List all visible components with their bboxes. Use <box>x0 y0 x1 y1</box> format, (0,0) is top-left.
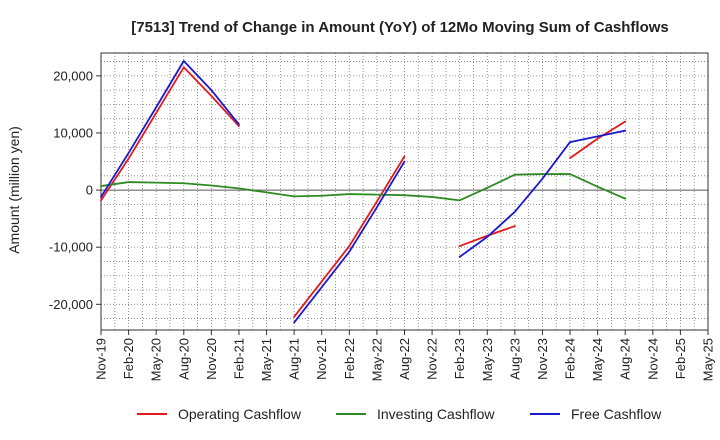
x-tick-label: Nov-19 <box>94 338 109 380</box>
legend: Operating Cashflow Investing Cashflow Free… <box>137 406 662 422</box>
series-line-free-cashflow <box>100 60 627 324</box>
x-tick-label: Nov-21 <box>314 338 329 380</box>
x-tick-label: Nov-24 <box>645 338 660 380</box>
x-tick-label: Feb-22 <box>342 338 357 379</box>
x-tick-label: May-25 <box>701 338 716 381</box>
x-tick-label: May-23 <box>480 338 495 381</box>
series-line-investing-cashflow <box>100 173 627 202</box>
y-axis-label: Amount (million yen) <box>6 126 22 254</box>
x-tick-label: Feb-20 <box>121 338 136 379</box>
chart-title: [7513] Trend of Change in Amount (YoY) o… <box>131 19 669 36</box>
x-tick-label: Feb-25 <box>673 338 688 379</box>
y-tick-label: 20,000 <box>53 68 93 83</box>
y-tick-label: -20,000 <box>49 297 93 312</box>
legend-label-operating-cashflow: Operating Cashflow <box>178 406 302 422</box>
x-tick-label: Aug-20 <box>176 338 191 380</box>
legend-label-investing-cashflow: Investing Cashflow <box>377 406 495 422</box>
y-tick-label: 10,000 <box>53 125 93 140</box>
x-tick-label: Aug-22 <box>397 338 412 380</box>
x-tick-label: Nov-20 <box>204 338 219 380</box>
x-tick-label: Aug-24 <box>618 338 633 380</box>
plot-area: -20,000 -10,000 0 10,000 20,000 Nov-19 Feb-20 M… <box>49 52 716 381</box>
y-tick-label: -10,000 <box>49 240 93 255</box>
x-tick-label: May-21 <box>259 338 274 381</box>
x-tick-label: Aug-21 <box>287 338 302 380</box>
x-tick-label: Feb-23 <box>452 338 467 379</box>
x-tick-label: May-22 <box>369 338 384 381</box>
x-tick-label: Feb-24 <box>563 338 578 379</box>
x-tick-label: May-20 <box>149 338 164 381</box>
series-line-operating-cashflow <box>100 66 627 318</box>
x-tick-label: Feb-21 <box>231 338 246 379</box>
x-tick-label: Aug-23 <box>507 338 522 380</box>
x-tick-label: Nov-23 <box>535 338 550 380</box>
x-tick-label: May-24 <box>590 338 605 381</box>
y-tick-label: 0 <box>86 183 93 198</box>
x-tick-label: Nov-22 <box>425 338 440 380</box>
legend-label-free-cashflow: Free Cashflow <box>571 406 662 422</box>
